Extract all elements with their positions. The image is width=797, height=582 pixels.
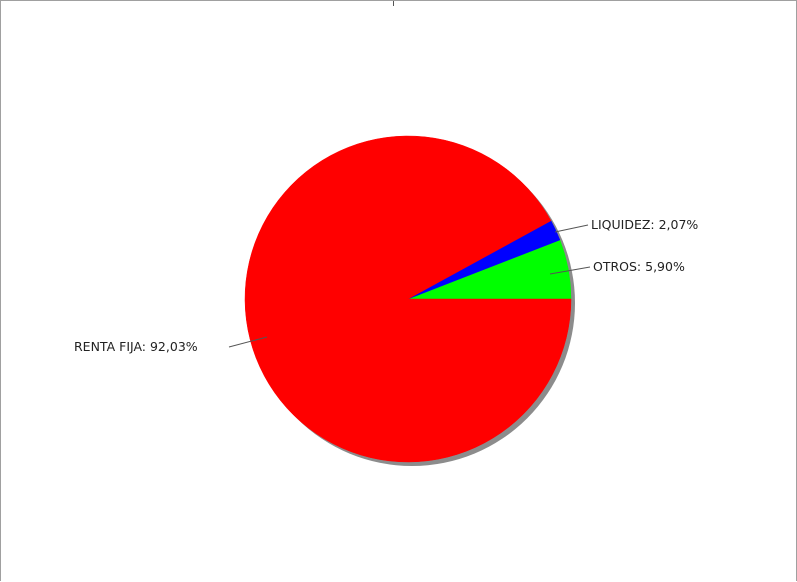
slice-label-renta-fija: RENTA FIJA: 92,03% [74,339,198,354]
leader-line-liquidez [554,224,589,233]
slice-label-liquidez: LIQUIDEZ: 2,07% [591,217,698,232]
pie-slice-renta-fija [244,135,572,463]
top-tick-mark [393,1,394,6]
slice-labels: RENTA FIJA: 92,03% LIQUIDEZ: 2,07% OTROS: … [74,217,698,354]
leader-line-renta-fija [228,336,268,348]
leader-lines [228,224,591,348]
pie-slices [244,135,572,463]
slice-label-otros: OTROS: 5,90% [593,259,685,274]
leader-line-otros [549,266,591,275]
